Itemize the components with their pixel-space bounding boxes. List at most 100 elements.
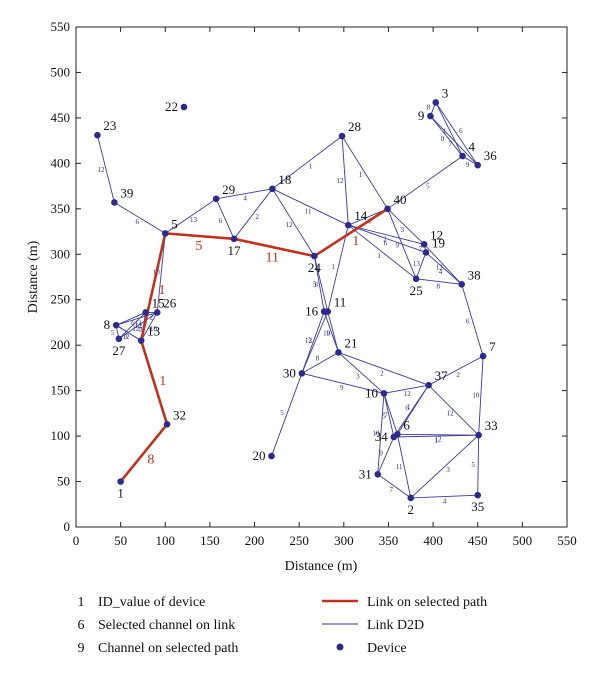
device-point-29 [212,195,220,203]
d2d-link [96,135,115,203]
d2d-link [387,208,417,279]
device-label-3: 3 [442,85,449,100]
link-channel-label: 2 [150,313,154,321]
link-channel-label: 12 [447,410,455,418]
link-channel-label: 1 [443,128,447,136]
link-channel-label: 8 [316,355,320,363]
device-label-29: 29 [222,182,235,197]
device-point-32 [163,420,171,428]
path-channel-label: 8 [147,453,154,468]
link-channel-label: 9 [395,242,399,250]
link-channel-label: 2 [383,236,387,244]
device-label-25: 25 [410,283,423,298]
d2d-link [323,311,339,353]
device-label-4: 4 [469,139,476,154]
device-point-17 [230,235,238,243]
device-label-23: 23 [103,118,116,133]
legend-entry-text: Selected channel on link [98,618,235,633]
device-label-8: 8 [104,317,111,332]
d2d-link [140,312,158,341]
link-channel-label: 10 [372,429,380,437]
link-channel-label: 4 [243,195,247,203]
link-channel-label: 6 [384,240,388,248]
link-channel-label: 11 [305,208,312,216]
d2d-link [428,384,479,436]
d2d-link [383,393,398,435]
d2d-link [327,225,349,312]
device-point-14 [344,221,352,229]
device-label-12: 12 [430,227,443,242]
device-point-28 [338,132,346,140]
y-tick-label: 500 [51,64,71,79]
selected-path-link [139,339,169,426]
device-label-36: 36 [484,148,498,163]
link-channel-label: 5 [313,281,317,289]
device-point-21 [335,349,342,356]
link-channel-label: 11 [396,463,403,471]
selected-path-link [163,232,236,241]
path-channel-label: 5 [195,239,202,254]
device-label-40: 40 [394,192,407,207]
link-channel-label: 2 [308,337,312,345]
d2d-link [348,224,425,245]
link-channel-label: 13 [135,320,143,328]
x-tick-label: 50 [114,533,127,548]
link-channel-label: 12 [123,333,131,341]
link-channel-label: 9 [340,384,344,392]
link-channel-label: 12 [135,322,143,330]
y-tick-label: 100 [51,428,71,443]
d2d-link [416,278,462,285]
device-point-30 [298,370,306,377]
device-label-11: 11 [334,295,347,310]
d2d-link [425,252,462,285]
link-channel-label: 13 [305,337,313,345]
device-label-15: 15 [152,295,165,310]
y-tick-label: 450 [51,110,71,125]
device-label-6: 6 [403,417,410,432]
legend-symbol: 6 [78,618,85,633]
link-channel-label: 6 [219,217,223,225]
link-channel-label: 13 [413,260,421,268]
x-tick-label: 0 [73,533,80,548]
d2d-link [410,434,479,499]
d2d-link [118,312,158,340]
d2d-link [410,494,478,499]
device-point-33 [475,431,482,439]
link-channel-label: 6 [405,404,409,412]
link-channel-label: 1 [359,171,363,179]
device-point-35 [474,491,482,499]
device-point-23 [94,131,101,139]
path-channel-label: 1 [159,374,166,389]
d2d-link [301,311,325,374]
x-tick-label: 150 [200,533,220,548]
device-point-19 [422,249,430,256]
legend-symbol: 1 [78,595,85,610]
link-channel-label: 6 [459,127,463,135]
device-label-19: 19 [432,235,445,250]
d2d-link [423,243,462,285]
device-label-39: 39 [120,185,133,200]
link-channel-label: 4 [443,498,447,506]
link-channel-label: 6 [466,318,470,326]
d2d-link [272,188,315,257]
device-point-36 [474,161,482,169]
d2d-link [156,233,166,313]
d2d-link [233,188,273,240]
device-point-8 [112,321,120,329]
device-label-27: 27 [112,343,126,358]
device-point-3 [432,99,440,106]
x-tick-label: 300 [334,533,354,548]
y-tick-label: 200 [51,337,71,352]
device-label-22: 22 [165,99,178,114]
d2d-link [478,356,484,436]
link-channel-label: 12 [404,390,412,398]
device-label-7: 7 [489,339,496,354]
device-label-14: 14 [354,208,368,223]
d2d-link [387,155,463,210]
d2d-link [383,393,395,438]
link-channel-label: 3 [446,466,450,474]
device-label-24: 24 [308,260,322,275]
d2d-link [348,224,427,253]
device-label-32: 32 [173,407,186,422]
